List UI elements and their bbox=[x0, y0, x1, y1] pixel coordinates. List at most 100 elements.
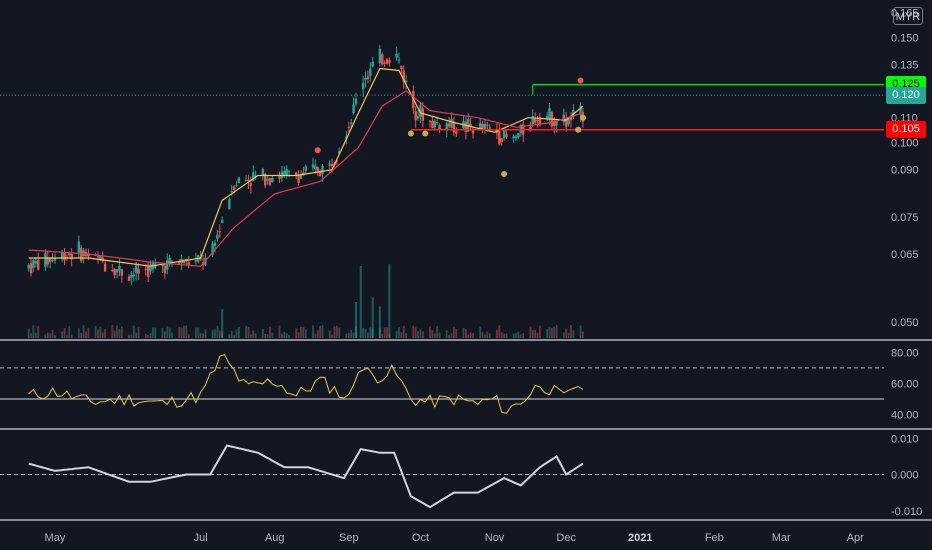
candle bbox=[268, 178, 272, 186]
candle bbox=[464, 121, 468, 132]
candle bbox=[452, 121, 456, 133]
candle bbox=[213, 242, 217, 246]
volume-bar bbox=[505, 333, 508, 338]
candle bbox=[299, 174, 303, 179]
volume-bar bbox=[254, 333, 257, 338]
signal-marker bbox=[422, 130, 429, 137]
time-axis-label: Nov bbox=[485, 532, 505, 544]
volume-bar bbox=[269, 326, 271, 338]
candle bbox=[438, 124, 441, 130]
volume-bar bbox=[245, 325, 247, 338]
volume-bar bbox=[572, 330, 575, 338]
rsi-tick-label: 40.00 bbox=[891, 410, 919, 422]
volume-bar bbox=[455, 329, 458, 338]
candle bbox=[37, 260, 40, 270]
volume-bar bbox=[65, 334, 68, 338]
slow-ma-line bbox=[28, 90, 584, 267]
volume-bar bbox=[579, 325, 582, 338]
volume-bar bbox=[149, 333, 152, 338]
candle bbox=[99, 255, 102, 261]
volume-bar bbox=[436, 326, 439, 338]
candle bbox=[500, 138, 503, 143]
candle bbox=[113, 268, 116, 276]
volume-bar bbox=[448, 334, 451, 338]
volume-bar bbox=[347, 332, 350, 338]
candle bbox=[400, 66, 403, 70]
signal-marker bbox=[314, 147, 321, 154]
volume-bar bbox=[333, 326, 336, 338]
price-panel[interactable]: 0.0500.0650.0750.0900.1000.1100.1250.135… bbox=[0, 8, 919, 338]
candle bbox=[352, 104, 355, 114]
candle bbox=[70, 253, 73, 260]
rsi-panel[interactable]: 80.00 60.00 40.00 bbox=[0, 347, 919, 422]
candle bbox=[96, 256, 100, 258]
candle bbox=[287, 171, 291, 173]
candle bbox=[220, 219, 224, 223]
candle bbox=[237, 177, 241, 183]
candle bbox=[44, 252, 47, 267]
time-axis-label: Dec bbox=[556, 532, 576, 544]
volume-bar bbox=[371, 297, 374, 338]
candle bbox=[27, 265, 30, 269]
price-tick-label: 0.090 bbox=[891, 165, 919, 177]
candle bbox=[416, 116, 420, 119]
candle bbox=[486, 124, 489, 126]
candle bbox=[230, 191, 233, 193]
volume-bar bbox=[431, 329, 434, 338]
candle bbox=[63, 253, 66, 261]
candle bbox=[395, 53, 398, 58]
signal-marker bbox=[579, 114, 586, 121]
volume-bar bbox=[479, 326, 482, 338]
candle bbox=[271, 178, 274, 182]
volume-bar bbox=[472, 333, 474, 338]
volume-bar bbox=[171, 332, 173, 338]
candle bbox=[481, 123, 484, 129]
candle bbox=[218, 231, 221, 233]
volume-bar bbox=[386, 327, 388, 338]
volume-bar bbox=[32, 325, 35, 338]
candle bbox=[447, 123, 451, 127]
candle bbox=[254, 175, 257, 177]
candle bbox=[249, 183, 253, 186]
candle bbox=[445, 123, 448, 130]
candle bbox=[488, 127, 491, 129]
volume-bar bbox=[54, 334, 56, 338]
volume-bar bbox=[486, 331, 489, 338]
candle bbox=[187, 261, 190, 265]
rsi-tick-label: 80.00 bbox=[891, 347, 919, 359]
candle bbox=[244, 179, 248, 182]
volume-bar bbox=[582, 331, 584, 338]
volume-bar bbox=[498, 325, 501, 338]
volume-bar bbox=[295, 328, 298, 338]
volume-bar bbox=[438, 332, 441, 338]
candle bbox=[316, 167, 319, 173]
volume-bar bbox=[367, 332, 369, 338]
volume-bar bbox=[562, 332, 565, 338]
candle bbox=[469, 124, 472, 127]
candle bbox=[130, 275, 133, 279]
volume-bar bbox=[37, 325, 40, 338]
time-axis[interactable]: May Jul Aug Sep Oct Nov Dec 2021 Feb Mar Apr bbox=[45, 532, 865, 544]
candle bbox=[455, 131, 458, 134]
volume-bar bbox=[163, 331, 166, 338]
candle bbox=[435, 122, 439, 124]
volume-bar bbox=[316, 330, 319, 338]
volume-bar bbox=[247, 326, 250, 338]
volume-bar bbox=[216, 326, 219, 338]
candle bbox=[297, 175, 300, 183]
candle bbox=[533, 119, 537, 123]
candle bbox=[51, 260, 54, 262]
volume-bar bbox=[235, 329, 238, 338]
oscillator-panel[interactable]: 0.010 0.000 -0.010 bbox=[0, 433, 922, 518]
candle bbox=[132, 274, 135, 277]
volume-bar bbox=[94, 325, 97, 338]
volume-bar bbox=[484, 334, 486, 338]
candle bbox=[431, 120, 434, 129]
price-tick-label: 0.075 bbox=[891, 212, 919, 224]
volume-bar bbox=[116, 325, 118, 338]
volume-bar bbox=[405, 333, 408, 338]
currency-badge[interactable]: MYR bbox=[893, 7, 923, 25]
candle bbox=[450, 118, 453, 128]
candle bbox=[385, 59, 389, 64]
